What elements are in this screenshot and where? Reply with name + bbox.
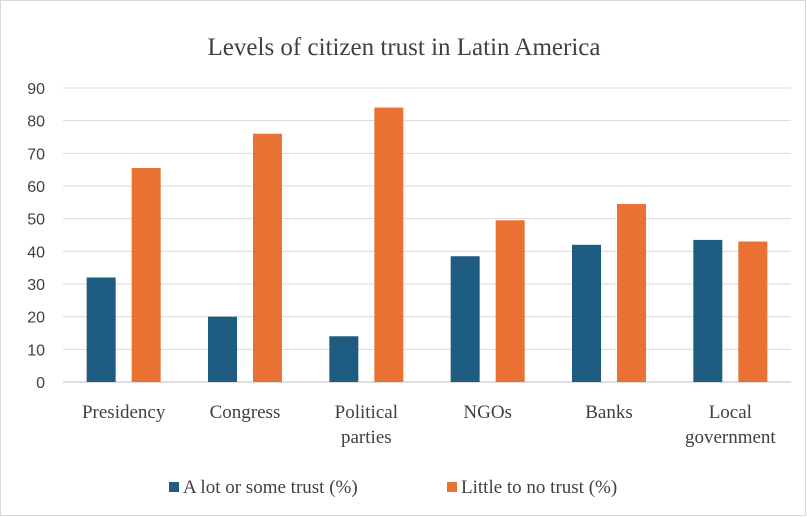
legend-label: Little to no trust (%) (461, 477, 617, 498)
bar-trust (329, 336, 359, 382)
y-tick-label: 70 (27, 146, 45, 163)
bar-trust (572, 244, 601, 382)
y-tick-label: 10 (27, 342, 45, 359)
x-tick-label: Congress (210, 402, 281, 423)
bar-no-trust (617, 203, 646, 382)
x-tick-label: government (685, 427, 776, 448)
y-tick-label: 50 (27, 212, 45, 229)
y-tick-label: 0 (36, 375, 45, 392)
y-tick-label: 80 (27, 114, 45, 131)
x-axis-ticks: Presidency Congress Political parties NGOs Ba… (82, 402, 776, 448)
x-tick-label: NGOs (463, 402, 512, 423)
y-tick-label: 30 (27, 277, 45, 294)
bars (86, 107, 768, 382)
legend-swatch (447, 482, 457, 492)
y-tick-label: 90 (27, 81, 45, 98)
bar-trust (693, 239, 723, 382)
legend-label: A lot or some trust (%) (183, 477, 358, 498)
y-tick-label: 60 (27, 179, 45, 196)
bar-trust (450, 256, 480, 382)
x-tick-label: Presidency (82, 402, 166, 423)
x-tick-label: Local (709, 402, 752, 423)
bar-no-trust (495, 220, 525, 382)
y-tick-label: 20 (27, 310, 45, 327)
gridlines (63, 87, 791, 383)
bar-trust (208, 316, 237, 382)
legend-swatch (169, 482, 179, 492)
x-tick-label: Banks (585, 402, 633, 423)
bar-no-trust (131, 168, 161, 382)
chart-title: Levels of citizen trust in Latin America (208, 34, 601, 61)
x-tick-label: Political (335, 402, 398, 423)
bar-no-trust (253, 133, 282, 382)
legend: A lot or some trust (%) Little to no trus… (169, 477, 617, 498)
bar-trust (86, 277, 116, 382)
x-tick-label: parties (341, 427, 392, 448)
bar-no-trust (374, 107, 404, 382)
y-tick-label: 40 (27, 244, 45, 261)
y-axis-ticks: 0 10 20 30 40 50 60 70 80 90 (27, 81, 45, 392)
bar-no-trust (738, 241, 768, 382)
